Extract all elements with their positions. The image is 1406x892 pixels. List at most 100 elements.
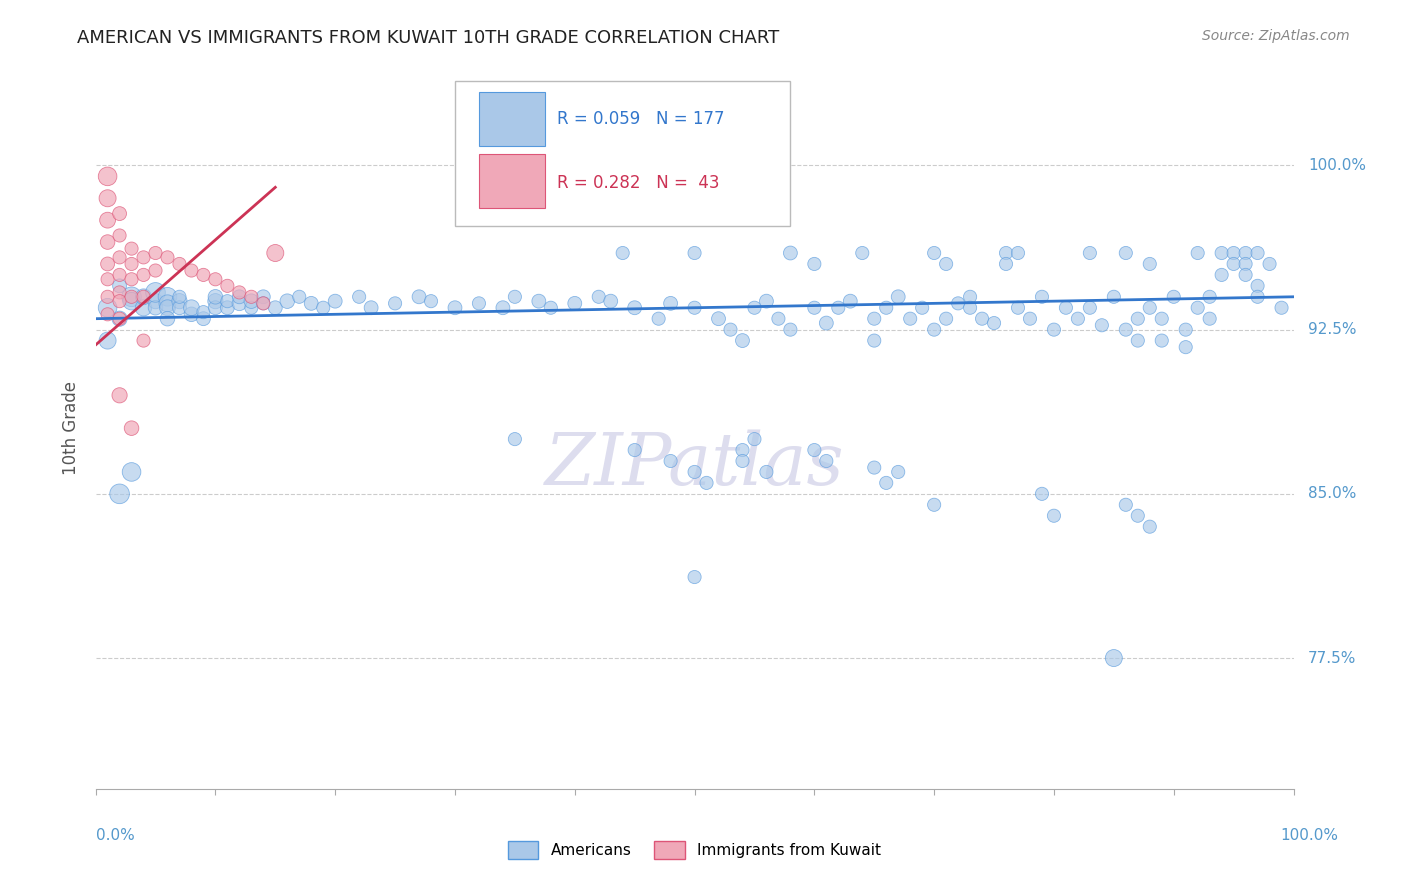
Point bbox=[145, 294, 167, 309]
Point bbox=[384, 296, 406, 310]
Point bbox=[323, 294, 346, 309]
Point bbox=[875, 301, 897, 315]
Point bbox=[1234, 246, 1257, 260]
Point bbox=[204, 272, 226, 286]
Point bbox=[803, 301, 825, 315]
Text: R = 0.282   N =  43: R = 0.282 N = 43 bbox=[557, 174, 720, 192]
Point bbox=[779, 323, 801, 337]
Point bbox=[1150, 311, 1173, 326]
Point bbox=[731, 334, 754, 348]
Point bbox=[683, 301, 706, 315]
Point bbox=[959, 301, 981, 315]
Point bbox=[408, 290, 430, 304]
Point bbox=[492, 301, 515, 315]
Point bbox=[132, 290, 155, 304]
Point bbox=[1115, 246, 1137, 260]
Point bbox=[1198, 311, 1220, 326]
Point bbox=[1115, 498, 1137, 512]
Text: ZIPatlas: ZIPatlas bbox=[544, 429, 845, 500]
Point bbox=[970, 311, 993, 326]
Point bbox=[1054, 301, 1077, 315]
Point bbox=[121, 242, 143, 256]
Point bbox=[240, 301, 263, 315]
Point bbox=[731, 443, 754, 458]
Point bbox=[731, 454, 754, 468]
Point bbox=[97, 235, 120, 249]
Point bbox=[1211, 246, 1233, 260]
Point bbox=[1102, 651, 1125, 665]
Point bbox=[156, 290, 179, 304]
Text: 85.0%: 85.0% bbox=[1308, 486, 1357, 501]
Point bbox=[1126, 311, 1149, 326]
Point bbox=[959, 290, 981, 304]
Point bbox=[1246, 278, 1268, 293]
Point bbox=[156, 296, 179, 310]
Point bbox=[815, 454, 838, 468]
Point bbox=[683, 570, 706, 584]
Point bbox=[169, 290, 191, 304]
Point bbox=[803, 443, 825, 458]
Point bbox=[1139, 301, 1161, 315]
Point bbox=[108, 487, 131, 501]
Point bbox=[108, 251, 131, 265]
Point bbox=[228, 290, 250, 304]
Point bbox=[169, 301, 191, 315]
Point bbox=[217, 278, 239, 293]
Text: R = 0.059   N = 177: R = 0.059 N = 177 bbox=[557, 110, 724, 128]
Point bbox=[97, 213, 120, 227]
Point bbox=[815, 316, 838, 330]
Point bbox=[827, 301, 849, 315]
Point bbox=[1174, 340, 1197, 354]
Point bbox=[145, 301, 167, 315]
Point bbox=[108, 278, 131, 293]
Point bbox=[503, 432, 526, 446]
Point bbox=[1222, 246, 1244, 260]
Point bbox=[588, 290, 610, 304]
Point bbox=[1078, 301, 1101, 315]
Point bbox=[97, 191, 120, 205]
Point bbox=[659, 454, 682, 468]
Point bbox=[312, 301, 335, 315]
Y-axis label: 10th Grade: 10th Grade bbox=[62, 381, 80, 475]
Point bbox=[1258, 257, 1281, 271]
Point bbox=[193, 311, 215, 326]
Point bbox=[299, 296, 322, 310]
Text: 100.0%: 100.0% bbox=[1281, 828, 1339, 843]
Point bbox=[599, 294, 621, 309]
Point bbox=[108, 228, 131, 243]
Point bbox=[121, 290, 143, 304]
Point bbox=[97, 290, 120, 304]
Point bbox=[420, 294, 443, 309]
Point bbox=[1043, 323, 1066, 337]
Point bbox=[121, 421, 143, 435]
Text: AMERICAN VS IMMIGRANTS FROM KUWAIT 10TH GRADE CORRELATION CHART: AMERICAN VS IMMIGRANTS FROM KUWAIT 10TH … bbox=[77, 29, 779, 46]
Point bbox=[132, 334, 155, 348]
Point bbox=[623, 301, 645, 315]
Text: Source: ZipAtlas.com: Source: ZipAtlas.com bbox=[1202, 29, 1350, 43]
Point bbox=[97, 334, 120, 348]
Point bbox=[97, 169, 120, 184]
Point bbox=[169, 294, 191, 309]
Point bbox=[1043, 508, 1066, 523]
Point bbox=[228, 285, 250, 300]
Point bbox=[252, 296, 274, 310]
Point bbox=[1102, 290, 1125, 304]
Point bbox=[1270, 301, 1292, 315]
Point bbox=[623, 443, 645, 458]
Point bbox=[887, 290, 910, 304]
Point bbox=[922, 498, 945, 512]
Point bbox=[121, 257, 143, 271]
Point bbox=[887, 465, 910, 479]
Point bbox=[1187, 301, 1209, 315]
Point bbox=[863, 334, 886, 348]
Point bbox=[228, 296, 250, 310]
Point bbox=[288, 290, 311, 304]
Point bbox=[1187, 246, 1209, 260]
Point bbox=[108, 206, 131, 220]
FancyBboxPatch shape bbox=[456, 81, 790, 226]
Point bbox=[121, 290, 143, 304]
Point bbox=[1198, 290, 1220, 304]
Point bbox=[347, 290, 370, 304]
Point bbox=[540, 301, 562, 315]
Point bbox=[132, 268, 155, 282]
